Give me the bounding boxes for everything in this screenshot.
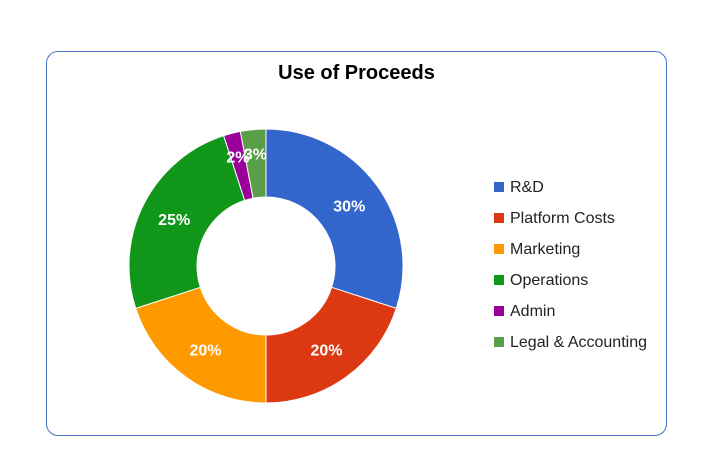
legend-label-admin: Admin <box>510 303 556 320</box>
legend-swatch-platform-costs <box>494 213 504 223</box>
legend-label-marketing: Marketing <box>510 241 581 258</box>
value-label-legal-and-accounting: 3% <box>244 147 267 164</box>
legend-label-legal-and-accounting: Legal & Accounting <box>510 334 647 351</box>
value-label-marketing: 20% <box>189 342 221 359</box>
value-label-admin: 2% <box>226 150 249 167</box>
legend-swatch-operations <box>494 275 504 285</box>
legend-label-operations: Operations <box>510 272 589 289</box>
legend-item-legal-and-accounting: Legal & Accounting <box>494 331 666 362</box>
chart-legend: R&D Platform Costs Marketing Operations Admi… <box>494 176 666 362</box>
legend-label-randd: R&D <box>510 179 544 196</box>
legend-swatch-legal-and-accounting <box>494 337 504 347</box>
slice-marketing <box>135 286 267 404</box>
legend-item-marketing: Marketing <box>494 238 666 269</box>
slice-operations <box>128 135 246 309</box>
value-label-randd: 30% <box>333 199 365 216</box>
legend-item-admin: Admin <box>494 300 666 331</box>
slice-randd <box>265 128 404 309</box>
legend-swatch-marketing <box>494 244 504 254</box>
legend-swatch-admin <box>494 306 504 316</box>
legend-item-platform-costs: Platform Costs <box>494 207 666 238</box>
donut-value-labels: 30% 20% 20% 25% 2%3% <box>158 147 365 360</box>
slice-legal-and-accounting <box>239 128 267 199</box>
legend-label-platform-costs: Platform Costs <box>510 210 615 227</box>
value-label-platform-costs: 20% <box>310 342 342 359</box>
chart-title: Use of Proceeds <box>278 62 435 84</box>
legend-item-randd: R&D <box>494 176 666 207</box>
legend-swatch-randd <box>494 182 504 192</box>
value-label-operations: 25% <box>158 212 190 229</box>
slice-platform-costs <box>265 286 397 404</box>
donut-slices <box>128 128 404 404</box>
legend-item-operations: Operations <box>494 269 666 300</box>
